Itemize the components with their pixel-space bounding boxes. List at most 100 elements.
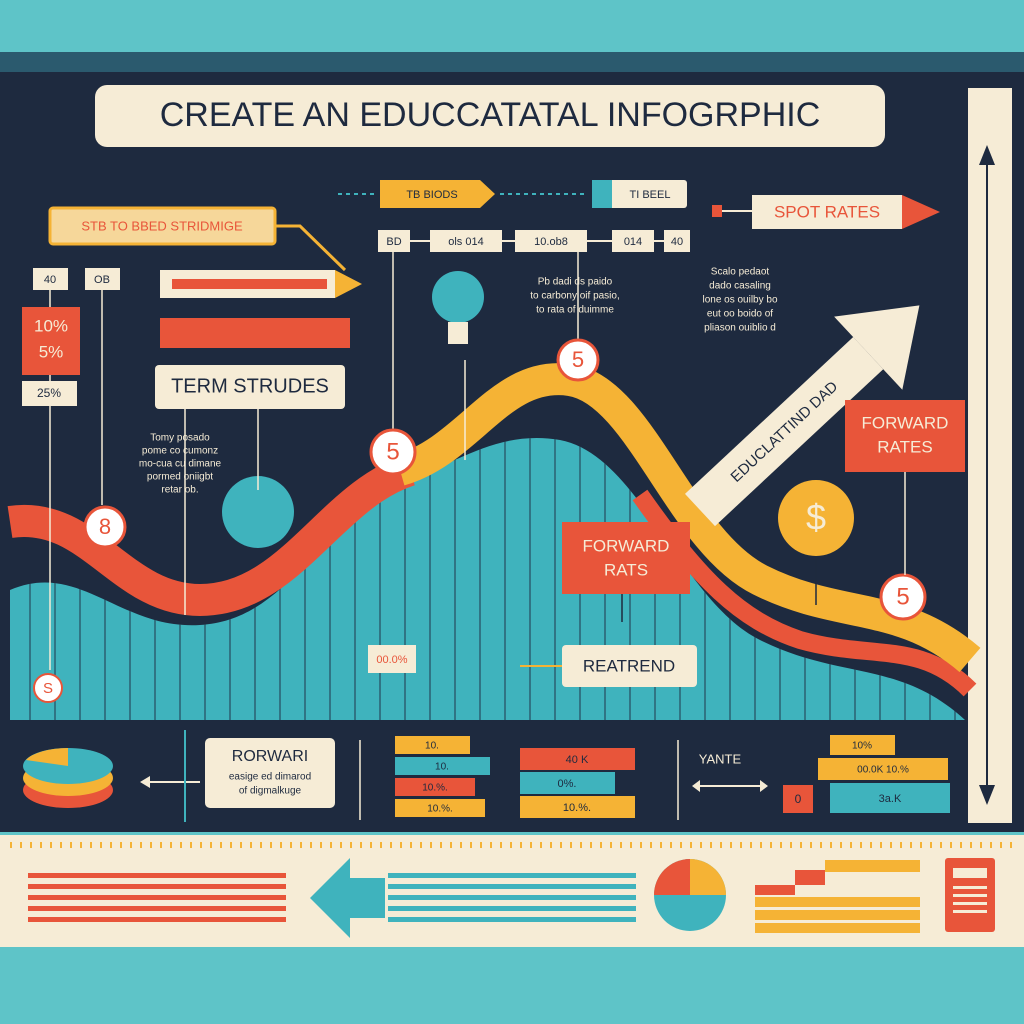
spot-rates-label: SPOT RATES <box>774 202 880 221</box>
note-line: to rata of duimme <box>536 305 614 316</box>
bar <box>395 799 485 817</box>
arrow-head <box>140 776 150 788</box>
bar-label: 10. <box>435 762 449 773</box>
orange-band-right <box>632 489 977 697</box>
pencil-fill <box>172 279 327 289</box>
percent-label: 10% <box>34 316 68 335</box>
forward-box-line: of digmalkuge <box>239 786 302 797</box>
bar <box>783 785 813 813</box>
spot-rates-arrow <box>902 195 940 229</box>
bar-label: 10.%. <box>427 804 453 815</box>
note-line: mo-cua cu dimane <box>139 459 222 470</box>
marker-label: 5 <box>386 438 399 465</box>
orange-band <box>7 454 416 617</box>
doc-icon-lines <box>953 886 987 913</box>
small-percent-label: 00.0% <box>376 654 407 666</box>
forward-rates-label: RATES <box>877 437 932 456</box>
scale-label: 014 <box>624 236 642 248</box>
bonds-tag <box>380 180 495 208</box>
red-bar <box>160 318 350 348</box>
note-2: Pb dadi ds paido to carbony oif pasio, t… <box>530 277 620 316</box>
marker <box>369 428 417 476</box>
marker-label: 5 <box>572 347 584 372</box>
left-box <box>33 268 68 290</box>
marker-label: 5 <box>896 583 909 610</box>
bar-label: 40 K <box>566 754 589 766</box>
title-box <box>95 85 885 147</box>
bar <box>520 772 615 794</box>
bar-label: 00.0K 10.% <box>857 765 909 776</box>
bar-label: 10. <box>425 741 439 752</box>
teal-circle <box>222 476 294 548</box>
bulb-base <box>448 322 468 344</box>
arrow-body <box>684 337 884 527</box>
marker <box>879 573 927 621</box>
title: CREATE AN EDUCCATATAL INFOGRPHIC <box>160 96 821 134</box>
bar-label: 3a.K <box>879 793 902 805</box>
note-1: Tomy posado pome co cumonz mo-cua cu dim… <box>139 433 222 496</box>
forward-rats-label: FORWARD <box>583 536 670 555</box>
note-line: pliason ouiblio d <box>704 323 776 334</box>
trend-box <box>562 645 697 687</box>
range-label: YANTE <box>699 751 742 766</box>
bar <box>395 757 490 775</box>
note-line: lone os ouilby bo <box>702 295 777 306</box>
percent-small-box <box>22 381 77 406</box>
note-line: Pb dadi ds paido <box>538 277 613 288</box>
note-line: Scalo pedaot <box>711 267 770 278</box>
bar <box>818 758 948 780</box>
strategy-label: STB TO BBED STRIDMIGE <box>81 218 243 233</box>
forward-rates-box <box>845 400 965 472</box>
left-label: 40 <box>44 274 56 286</box>
bar-label: 0 <box>795 792 802 806</box>
note-3: Scalo pedaot dado casaling lone os ouilb… <box>702 267 777 334</box>
bar-label: 10.%. <box>563 802 591 814</box>
forward-box-title: RORWARI <box>232 748 308 765</box>
dollar-coin <box>778 480 854 556</box>
forward-rats-label: RATS <box>604 560 648 579</box>
small-percent-box <box>368 645 416 673</box>
arrow-head <box>834 305 920 390</box>
scale-box <box>612 230 654 252</box>
pencil-tip <box>335 270 362 298</box>
bell-label: TI BEEL <box>630 189 671 201</box>
note-line: to carbony oif pasio, <box>530 291 620 302</box>
note-line: pome co cumonz <box>142 446 218 457</box>
note-line: eut oo boido of <box>707 309 773 320</box>
step-bars <box>755 860 920 933</box>
marker <box>556 338 600 382</box>
bonds-label: TB BIODS <box>406 189 457 201</box>
teal-stripes <box>388 873 636 922</box>
marker-label: $ <box>806 497 826 538</box>
bulb <box>432 271 484 323</box>
doc-icon-line <box>953 868 987 878</box>
bar <box>830 735 895 755</box>
note-line: dado casaling <box>709 281 771 292</box>
left-box <box>85 268 120 290</box>
term-box <box>155 365 345 409</box>
bar-label: 10.%. <box>422 783 448 794</box>
scale-label: ols 014 <box>448 236 483 248</box>
note-line: pormed oniigbt <box>147 472 213 483</box>
side-ruler <box>968 88 1012 823</box>
forward-box-line: easige ed dimarod <box>229 772 311 783</box>
scale-label: BD <box>386 236 401 248</box>
marker <box>83 505 127 549</box>
bar-label: 10% <box>852 741 872 752</box>
scale-box <box>664 230 690 252</box>
bar <box>830 783 950 813</box>
scale-label: 40 <box>671 236 683 248</box>
spot-rates-box <box>752 195 902 229</box>
arrow-tail <box>712 205 722 217</box>
bar <box>395 736 470 754</box>
bell-tag-accent <box>592 180 612 208</box>
forward-box <box>205 738 335 808</box>
wave-area <box>10 438 965 720</box>
bar <box>520 796 635 818</box>
left-label: OB <box>94 274 110 286</box>
percent-label: 5% <box>39 342 64 361</box>
stripe-band <box>0 52 1024 72</box>
forward-rats-box <box>562 522 690 594</box>
range-arrow-heads <box>692 780 768 792</box>
